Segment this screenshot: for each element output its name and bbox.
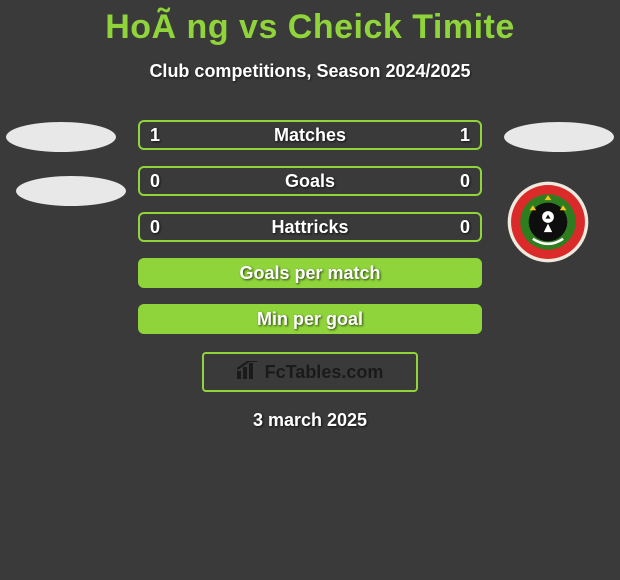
stat-row-hattricks: 0 Hattricks 0 (0, 204, 620, 250)
comparison-rows: 1 Matches 1 0 Goals 0 0 Hattricks 0 Goal… (0, 112, 620, 342)
stat-left-value: 0 (150, 217, 160, 238)
chart-icon (237, 361, 259, 384)
date-label: 3 march 2025 (0, 410, 620, 431)
stat-label: Hattricks (271, 217, 348, 238)
stat-bar: Min per goal (138, 304, 482, 334)
stat-right-value: 0 (460, 171, 470, 192)
stat-row-goals: 0 Goals 0 (0, 158, 620, 204)
stat-right-value: 1 (460, 125, 470, 146)
stat-label: Matches (274, 125, 346, 146)
page-title: HoÃ ng vs Cheick Timite (0, 0, 620, 47)
stat-bar: 1 Matches 1 (138, 120, 482, 150)
stat-bar: 0 Goals 0 (138, 166, 482, 196)
brand-box[interactable]: FcTables.com (202, 352, 418, 392)
stat-row-goals-per-match: Goals per match (0, 250, 620, 296)
stat-label: Goals per match (239, 263, 380, 284)
stat-row-matches: 1 Matches 1 (0, 112, 620, 158)
stat-label: Min per goal (257, 309, 363, 330)
stat-left-value: 1 (150, 125, 160, 146)
stat-label: Goals (285, 171, 335, 192)
stat-bar: 0 Hattricks 0 (138, 212, 482, 242)
stat-row-min-per-goal: Min per goal (0, 296, 620, 342)
stat-bar: Goals per match (138, 258, 482, 288)
stat-left-value: 0 (150, 171, 160, 192)
stat-right-value: 0 (460, 217, 470, 238)
brand-text: FcTables.com (265, 362, 384, 383)
page-subtitle: Club competitions, Season 2024/2025 (0, 61, 620, 82)
